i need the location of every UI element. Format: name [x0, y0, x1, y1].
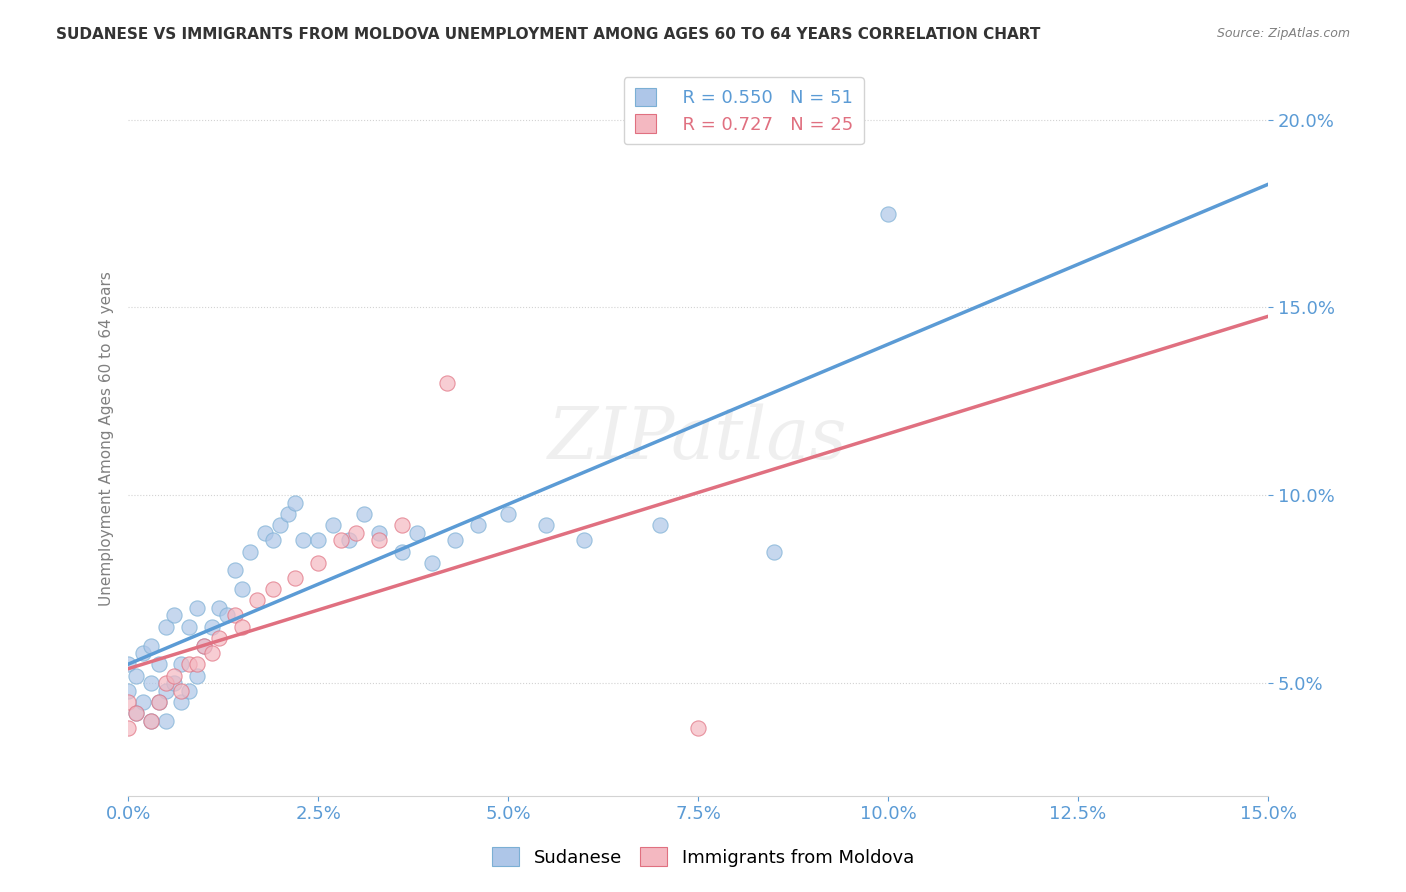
Point — [224, 563, 246, 577]
Point — [148, 657, 170, 672]
Point — [117, 695, 139, 709]
Point — [177, 620, 200, 634]
Point — [155, 676, 177, 690]
Point — [231, 582, 253, 597]
Point — [155, 683, 177, 698]
Text: SUDANESE VS IMMIGRANTS FROM MOLDOVA UNEMPLOYMENT AMONG AGES 60 TO 64 YEARS CORRE: SUDANESE VS IMMIGRANTS FROM MOLDOVA UNEM… — [56, 27, 1040, 42]
Point — [170, 683, 193, 698]
Point — [132, 695, 155, 709]
Point — [688, 721, 710, 735]
Legend:   R = 0.550   N = 51,   R = 0.727   N = 25: R = 0.550 N = 51, R = 0.727 N = 25 — [624, 77, 863, 145]
Point — [193, 639, 215, 653]
Point — [650, 518, 672, 533]
Y-axis label: Unemployment Among Ages 60 to 64 years: Unemployment Among Ages 60 to 64 years — [100, 271, 114, 607]
Point — [763, 544, 786, 558]
Point — [186, 657, 208, 672]
Point — [444, 533, 467, 548]
Point — [572, 533, 595, 548]
Point — [467, 518, 489, 533]
Point — [155, 714, 177, 728]
Point — [231, 620, 253, 634]
Point — [337, 533, 360, 548]
Text: Source: ZipAtlas.com: Source: ZipAtlas.com — [1216, 27, 1350, 40]
Point — [269, 518, 291, 533]
Point — [391, 544, 413, 558]
Point — [186, 601, 208, 615]
Point — [277, 507, 299, 521]
Point — [186, 668, 208, 682]
Point — [330, 533, 353, 548]
Legend: Sudanese, Immigrants from Moldova: Sudanese, Immigrants from Moldova — [485, 840, 921, 874]
Point — [177, 657, 200, 672]
Point — [253, 525, 276, 540]
Point — [239, 544, 262, 558]
Point — [170, 695, 193, 709]
Point — [117, 683, 139, 698]
Point — [193, 639, 215, 653]
Point — [368, 525, 391, 540]
Point — [877, 206, 900, 220]
Point — [284, 571, 307, 585]
Point — [139, 639, 162, 653]
Point — [148, 695, 170, 709]
Point — [117, 657, 139, 672]
Point — [132, 646, 155, 660]
Point — [368, 533, 391, 548]
Point — [353, 507, 375, 521]
Point — [420, 556, 443, 570]
Point — [163, 676, 186, 690]
Point — [125, 706, 148, 720]
Point — [201, 620, 224, 634]
Text: ZIPatlas: ZIPatlas — [548, 404, 848, 475]
Point — [307, 556, 329, 570]
Point — [262, 582, 284, 597]
Point — [139, 714, 162, 728]
Point — [117, 721, 139, 735]
Point — [534, 518, 557, 533]
Point — [246, 593, 269, 607]
Point — [125, 706, 148, 720]
Point — [155, 620, 177, 634]
Point — [177, 683, 200, 698]
Point — [344, 525, 367, 540]
Point — [292, 533, 315, 548]
Point — [391, 518, 413, 533]
Point — [262, 533, 284, 548]
Point — [201, 646, 224, 660]
Point — [496, 507, 519, 521]
Point — [163, 608, 186, 623]
Point — [139, 714, 162, 728]
Point — [148, 695, 170, 709]
Point — [307, 533, 329, 548]
Point — [322, 518, 344, 533]
Point — [139, 676, 162, 690]
Point — [208, 601, 231, 615]
Point — [224, 608, 246, 623]
Point — [163, 668, 186, 682]
Point — [406, 525, 429, 540]
Point — [215, 608, 238, 623]
Point — [284, 496, 307, 510]
Point — [436, 376, 458, 390]
Point — [125, 668, 148, 682]
Point — [208, 631, 231, 645]
Point — [170, 657, 193, 672]
